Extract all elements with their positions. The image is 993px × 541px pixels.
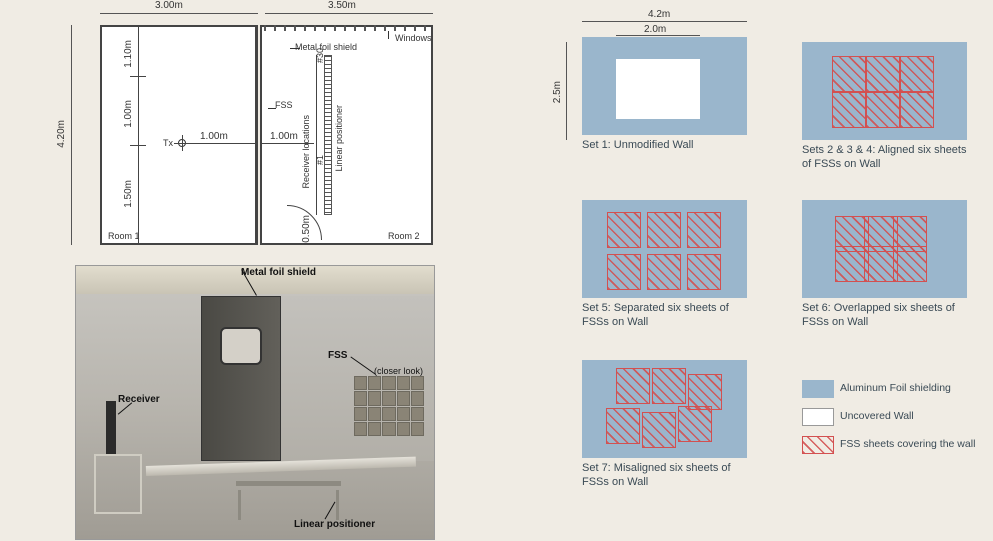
tx-offset: 1.00m	[200, 131, 228, 142]
seg-c: 1.50m	[123, 180, 134, 208]
legend-fss-swatch	[802, 436, 834, 454]
rx-last: #30	[315, 48, 325, 63]
set1-caption: Set 1: Unmodified Wall	[582, 139, 747, 153]
set234: Sets 2 & 3 & 4: Aligned six sheets of FS…	[802, 42, 967, 172]
fss-sheet	[607, 212, 641, 248]
room1-width: 3.00m	[155, 0, 183, 11]
positioner-label-plan: Linear positioner	[334, 105, 344, 172]
photo-fss-panel	[354, 376, 424, 436]
shield-label-plan: Metal foil shield	[295, 42, 357, 52]
seg-b: 1.00m	[123, 100, 134, 128]
photo-door	[201, 296, 281, 461]
windows-arrow	[388, 31, 389, 39]
photo-closer-label: (closer look)	[374, 366, 423, 376]
photo-receiver-label: Receiver	[118, 394, 160, 405]
rx-bottom: 0.50m	[301, 215, 312, 243]
fss-sheet	[687, 254, 721, 290]
set5-caption: Set 5: Separated six sheets of FSSs on W…	[582, 302, 747, 330]
fss-sheet	[900, 92, 934, 128]
fss-sheet	[607, 254, 641, 290]
outer-w: 4.2m	[648, 9, 670, 20]
legend: Aluminum Foil shielding Uncovered Wall F…	[802, 380, 977, 454]
inner-w: 2.0m	[644, 24, 666, 35]
fss-arrow-plan	[268, 108, 276, 109]
set5: Set 5: Separated six sheets of FSSs on W…	[582, 200, 747, 330]
rx-offset: 1.00m	[270, 131, 298, 142]
outer-h: 2.5m	[552, 81, 563, 103]
photo: Metal foil shield FSS (closer look) Rece…	[75, 265, 435, 540]
set1-uncov	[616, 59, 700, 119]
fss-sheet	[866, 92, 900, 128]
shield-arrow-plan	[290, 48, 300, 49]
fss-sheet	[642, 412, 676, 448]
legend-foil-text: Aluminum Foil shielding	[840, 382, 977, 395]
photo-receiver-base	[94, 454, 142, 514]
room2-label: Room 2	[388, 231, 420, 241]
seg-a: 1.10m	[123, 40, 134, 68]
fss-sheet	[687, 212, 721, 248]
room1-meas-line	[138, 27, 139, 243]
fss-sheet	[832, 56, 866, 92]
photo-positioner-label: Linear positioner	[294, 519, 375, 530]
fss-sheet	[688, 374, 722, 410]
set234-caption: Sets 2 & 3 & 4: Aligned six sheets of FS…	[802, 144, 967, 172]
receiver-loc-label: Receiver locations	[301, 115, 311, 189]
linear-positioner	[324, 55, 332, 215]
legend-uncov-swatch	[802, 408, 834, 426]
photo-shield-label: Metal foil shield	[241, 267, 316, 278]
set7: Set 7: Misaligned six sheets of FSSs on …	[582, 360, 747, 490]
set6-caption: Set 6: Overlapped six sheets of FSSs on …	[802, 302, 967, 330]
photo-receiver	[106, 401, 116, 456]
room2-width: 3.50m	[328, 0, 356, 11]
windows-strip	[264, 25, 431, 31]
fss-sheet	[900, 56, 934, 92]
fss-sheet	[866, 56, 900, 92]
room-height: 4.20m	[56, 120, 67, 148]
set6: Set 6: Overlapped six sheets of FSSs on …	[802, 200, 967, 330]
fss-sheet	[832, 92, 866, 128]
fss-sheet	[647, 254, 681, 290]
fss-sheet	[893, 246, 927, 282]
photo-table	[236, 481, 341, 516]
tx-label: Tx	[163, 138, 173, 148]
legend-foil-swatch	[802, 380, 834, 398]
legend-uncov-text: Uncovered Wall	[840, 410, 977, 423]
fss-sheet	[616, 368, 650, 404]
fss-label-plan: FSS	[275, 100, 293, 110]
windows-label: Windows	[395, 33, 432, 43]
set7-caption: Set 7: Misaligned six sheets of FSSs on …	[582, 462, 747, 490]
photo-fss-label: FSS	[328, 350, 347, 361]
fss-sheet	[647, 212, 681, 248]
receiver-locations-line	[316, 55, 317, 215]
fss-sheet	[652, 368, 686, 404]
fss-sheet	[606, 408, 640, 444]
room1-label: Room 1	[108, 231, 140, 241]
fss-sheet	[678, 406, 712, 442]
rx-first: #1	[315, 155, 325, 165]
legend-fss-text: FSS sheets covering the wall	[840, 438, 977, 451]
set1-box	[582, 37, 747, 135]
